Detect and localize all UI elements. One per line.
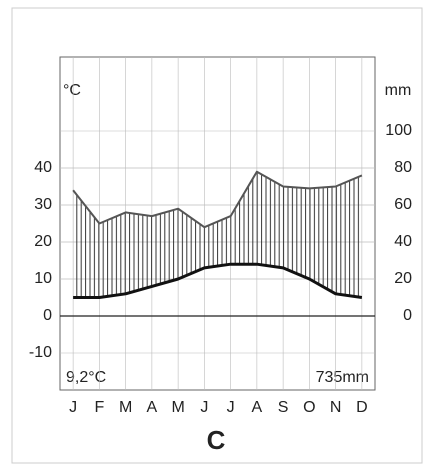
x-tick-label: J xyxy=(200,399,208,416)
x-tick-label: M xyxy=(119,399,132,416)
y-tick-label: 0 xyxy=(43,307,52,324)
y-tick-label: -10 xyxy=(29,344,52,361)
y2-tick-label: 20 xyxy=(394,270,412,287)
y2-tick-label: 80 xyxy=(394,159,412,176)
y-tick-label: 10 xyxy=(34,270,52,287)
x-tick-label: F xyxy=(94,399,104,416)
x-tick-label: D xyxy=(356,399,368,416)
annual-precipitation: 735mm xyxy=(316,369,369,386)
x-tick-label: N xyxy=(330,399,342,416)
y-tick-label: 20 xyxy=(34,233,52,250)
x-tick-label: J xyxy=(69,399,77,416)
x-tick-label: M xyxy=(171,399,184,416)
x-tick-label: A xyxy=(252,399,263,416)
y2-tick-label: 0 xyxy=(403,307,412,324)
precipitation-line xyxy=(72,170,363,229)
x-tick-label: J xyxy=(227,399,235,416)
y2-tick-label: 60 xyxy=(394,196,412,213)
plot-box xyxy=(59,56,376,391)
y-tick-label: 30 xyxy=(34,196,52,213)
frame xyxy=(11,7,423,464)
y2-tick-label: 40 xyxy=(394,233,412,250)
y2-unit: mm xyxy=(385,82,412,99)
annual-temperature: 9,2°C xyxy=(66,369,106,386)
temperature-line xyxy=(73,262,363,299)
diagram-label: C xyxy=(207,425,226,455)
x-tick-label: A xyxy=(147,399,158,416)
y-unit: °C xyxy=(63,82,81,99)
y2-tick-label: 100 xyxy=(385,122,412,139)
humid-hatch xyxy=(73,171,362,298)
x-tick-label: S xyxy=(278,399,289,416)
x-tick-label: O xyxy=(303,399,315,416)
y-tick-label: 40 xyxy=(34,159,52,176)
